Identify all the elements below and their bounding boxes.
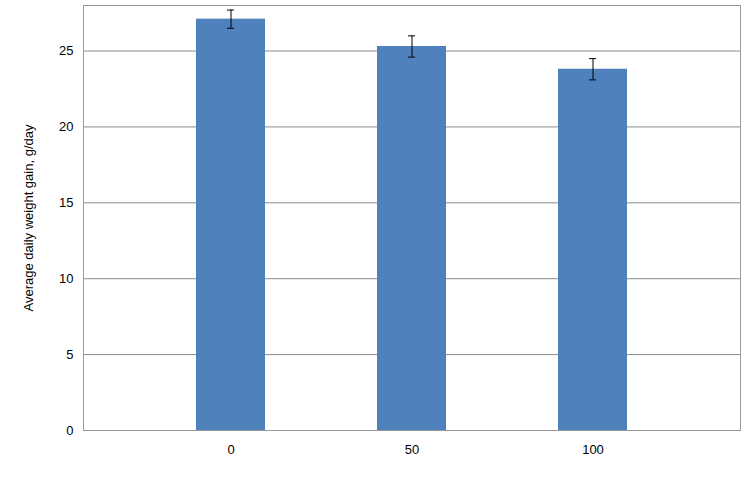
svg-text:10: 10 xyxy=(59,271,73,286)
svg-text:5: 5 xyxy=(66,347,73,362)
svg-text:25: 25 xyxy=(59,43,73,58)
svg-text:100: 100 xyxy=(582,442,604,457)
svg-text:15: 15 xyxy=(59,195,73,210)
svg-text:0: 0 xyxy=(227,442,234,457)
svg-text:Average daily weight gain, g/d: Average daily weight gain, g/day xyxy=(21,124,36,311)
svg-text:20: 20 xyxy=(59,119,73,134)
svg-text:0: 0 xyxy=(66,423,73,438)
svg-text:50: 50 xyxy=(405,442,419,457)
